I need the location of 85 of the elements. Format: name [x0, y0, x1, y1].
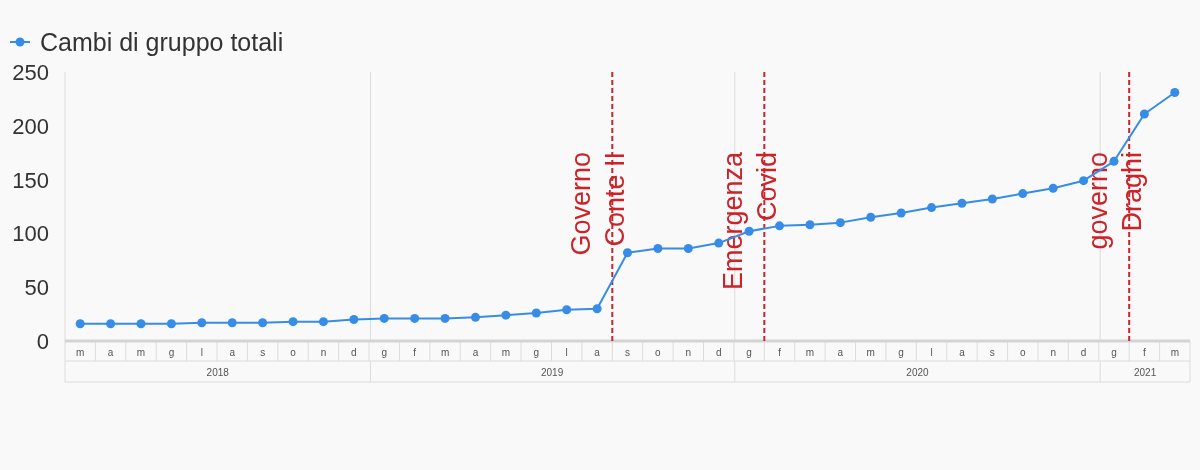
point: [562, 305, 572, 315]
point: [653, 243, 663, 253]
x-tick-label: m: [1170, 346, 1179, 358]
point: [501, 310, 511, 320]
x-tick-label: g: [746, 346, 752, 358]
x-tick-label: g: [168, 346, 175, 358]
x-tick-label: s: [260, 346, 266, 358]
point: [440, 313, 450, 323]
point: [592, 304, 602, 314]
x-tick-label: m: [76, 346, 85, 358]
point: [531, 308, 541, 318]
x-tick-label: d: [1080, 346, 1087, 358]
annotation: Emergenza Covid: [718, 151, 783, 291]
point: [258, 318, 268, 328]
x-tick-label: d: [351, 346, 357, 358]
x-tick-label: o: [290, 346, 297, 358]
x-tick-label: g: [1111, 346, 1117, 358]
x-tick-label: s: [625, 346, 630, 358]
x-tick-label: f: [778, 346, 782, 358]
point: [805, 220, 815, 230]
x-tick-label: m: [866, 346, 875, 358]
point: [410, 313, 420, 323]
x-tick-label: o: [1019, 346, 1026, 358]
y-tick-label: 0: [36, 328, 49, 354]
y-tick-label: 150: [12, 167, 49, 193]
point: [227, 318, 237, 328]
x-tick-label: f: [1143, 346, 1146, 358]
point: [1170, 87, 1180, 97]
x2-tick-label: 2018: [206, 366, 230, 377]
x-tick-label: f: [413, 346, 417, 358]
point: [927, 203, 937, 213]
y-tick-label: 250: [12, 59, 49, 85]
legend-label: Cambi di gruppo totali: [40, 28, 284, 56]
x-tick-label: m: [136, 346, 146, 358]
point: [75, 319, 85, 329]
annotation: governo Draghi: [1083, 152, 1148, 250]
x-tick-label: g: [533, 346, 540, 358]
x-tick-label: n: [1050, 346, 1056, 358]
point: [1048, 183, 1058, 193]
x-tick-label: l: [930, 346, 933, 358]
point: [683, 243, 693, 253]
point: [379, 313, 389, 323]
x-tick-label: o: [655, 346, 662, 358]
x-tick-label: l: [565, 346, 568, 358]
point: [349, 314, 359, 324]
x-tick-label: a: [594, 346, 601, 358]
point: [166, 319, 176, 329]
x-tick-label: s: [989, 346, 995, 358]
point: [1139, 109, 1149, 119]
y-tick-label: 100: [12, 220, 49, 246]
x-tick-label: a: [229, 346, 236, 358]
x-tick-label: g: [381, 346, 388, 358]
y-tick-label: 200: [12, 113, 49, 139]
x-tick-label: a: [959, 346, 966, 358]
x-tick-label: a: [107, 346, 114, 358]
point: [835, 218, 845, 228]
point: [1079, 176, 1089, 186]
y-tick-label: 50: [24, 274, 49, 300]
point: [197, 318, 207, 328]
x-tick-label: a: [837, 346, 844, 358]
point: [896, 208, 906, 218]
point: [957, 198, 967, 208]
x-tick-label: n: [685, 346, 692, 358]
point: [318, 317, 328, 327]
x2-tick-label: 2021: [1133, 366, 1157, 377]
point: [987, 194, 997, 204]
x-tick-label: m: [501, 346, 511, 358]
x-tick-label: g: [898, 346, 904, 358]
point: [288, 317, 298, 327]
x-tick-label: n: [320, 346, 327, 358]
point: [136, 319, 146, 329]
x-tick-label: l: [200, 346, 203, 358]
point: [714, 238, 724, 248]
x2-tick-label: 2020: [906, 366, 930, 377]
point: [1018, 189, 1028, 199]
point: [866, 212, 876, 222]
point: [470, 312, 480, 322]
x2-tick-label: 2019: [541, 366, 564, 377]
x-tick-label: d: [715, 346, 722, 358]
x-tick-label: a: [472, 346, 479, 358]
x-tick-label: m: [805, 346, 815, 358]
point: [623, 248, 632, 258]
x-tick-label: m: [440, 346, 450, 358]
point: [106, 319, 116, 329]
point: [775, 221, 785, 231]
